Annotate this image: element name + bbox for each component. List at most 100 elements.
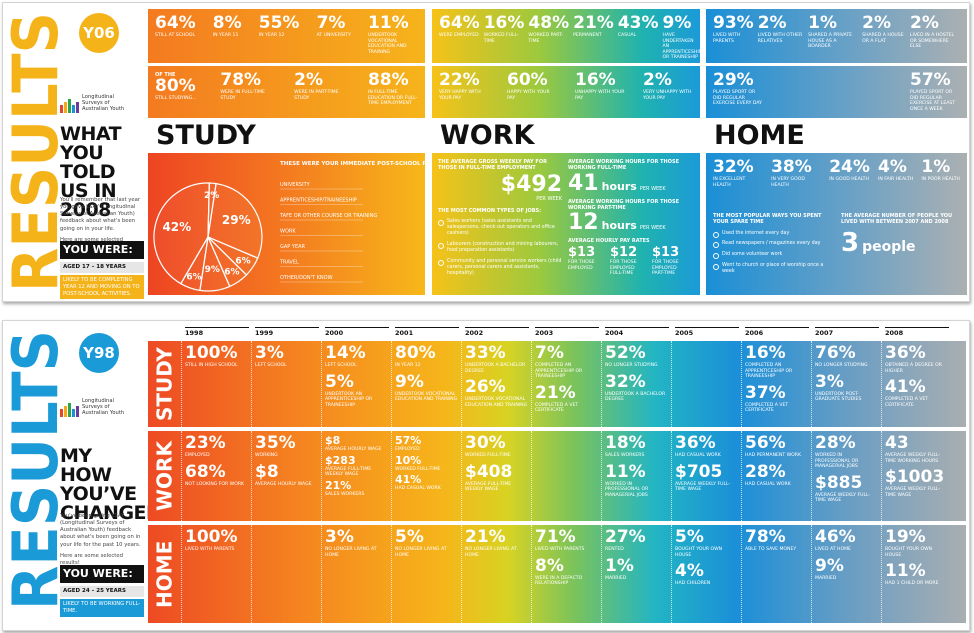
year-label: 1999 <box>255 327 319 337</box>
stat: 43% CASUAL <box>618 15 659 57</box>
banner: RESULTS <box>7 330 61 610</box>
timeline-cell: 43 AVERAGE WEEKLY FULL-TIME WORKING HOURS… <box>881 431 951 521</box>
stat-value: 9% <box>395 371 424 392</box>
stat-caption: LIVED WITH OTHER RELATIVES <box>757 33 803 44</box>
hours: 12 hours PER WEEK <box>568 212 694 234</box>
stat-caption: WORKED FULL-TIME <box>465 453 511 458</box>
stat: 9% HAVE UNDERTAKEN AN APPRENTICESHIP OR T… <box>663 15 702 61</box>
stat-value: 28% <box>745 461 786 482</box>
stat-value: 29% <box>713 70 754 90</box>
stat-caption: MARRIED <box>605 575 627 581</box>
spare-item: Went to church or place of worship once … <box>713 263 833 275</box>
year-label: 2001 <box>395 327 459 337</box>
slice-label: 6% <box>235 256 250 266</box>
stat-caption: AVERAGE HOURLY WAGE <box>325 447 382 452</box>
timeline-cell: 100% LIVED WITH PARENTS <box>181 525 251 623</box>
stat-caption: NO LONGER LIVING AT HOME <box>325 547 377 558</box>
stat: 24% IN GOOD HEALTH <box>829 159 870 188</box>
stat-value: 64% <box>439 13 480 33</box>
stat-caption: UNDERTOOK POST-GRADUATE STUDIES <box>815 391 862 403</box>
logo-icon <box>60 98 79 113</box>
logo-bar <box>72 408 75 417</box>
stat: 28% HAD CASUAL WORK <box>745 461 808 488</box>
stat-value: 36% <box>675 433 716 453</box>
timeline-row: HOME 100% LIVED WITH PARENTS 3% NO LONGER LI… <box>148 525 966 623</box>
legend-label: OTHER/DON'T KNOW <box>280 275 333 281</box>
stat-caption: UNDERTOOK A BACHELOR DEGREE <box>465 363 526 374</box>
stat-value: 10% <box>395 453 422 467</box>
side-heading: MY HOW YOU’VE CHANGED <box>60 445 162 524</box>
stat: $283 AVERAGE FULL-TIME WEEKLY WAGE <box>325 455 388 478</box>
year-label: 2005 <box>675 327 739 337</box>
y98-panel: RESULTS Y98 Longitudinal Surveys of Austra… <box>2 320 970 631</box>
stat-value: 55% <box>258 13 300 33</box>
stat-caption: IN GOOD HEALTH <box>829 177 869 182</box>
stat-caption: UNDERTOOK AN APPRENTICESHIP OR TRAINEESH… <box>325 391 373 408</box>
stat: $13 FOR THOSE EMPLOYED PART-TIME <box>652 246 688 277</box>
hours-title: AVERAGE WORKING HOURS FOR THOSE WORKING … <box>568 198 679 211</box>
hours: 41 hours PER WEEK <box>568 172 694 195</box>
stat-value: $13 <box>568 245 596 261</box>
stat-caption: UNDERTOOK VOCATIONAL EDUCATION AND TRAIN… <box>465 397 528 408</box>
stat-caption: NOT LOOKING FOR WORK <box>185 481 245 487</box>
stat: 16% WORKED FULL-TIME <box>484 15 525 57</box>
stat: 78% WERE IN FULL-TIME STUDY <box>220 72 270 112</box>
stat: 78% ABLE TO SAVE MONEY <box>745 529 808 553</box>
legend-label: GAP YEAR <box>280 244 306 250</box>
stat-caption: LIVED WITH PARENTS <box>535 547 585 552</box>
stat-caption: FOR THOSE EMPLOYED FULL-TIME <box>610 260 637 277</box>
stat-caption: NO LONGER STUDYING <box>815 363 868 368</box>
stat: 35% WORKING <box>255 435 318 459</box>
stat: 11% UNDERTOOK VOCATIONAL EDUCATION AND TR… <box>368 15 418 57</box>
stat-value: 46% <box>815 527 856 547</box>
stat: 100% STILL IN HIGH SCHOOL <box>185 345 248 369</box>
stat: 7% AT UNIVERSITY <box>317 15 351 57</box>
row-title: STUDY <box>152 347 177 421</box>
stat: 41% HAD CASUAL WORK <box>395 474 458 492</box>
pay-title: THE AVERAGE GROSS WEEKLY PAY FOR THOSE I… <box>438 159 547 172</box>
year-label: 2000 <box>325 327 389 337</box>
stat: 93% LIVED WITH PARENTS <box>713 15 754 57</box>
stat-value: 18% <box>605 433 646 453</box>
row-title: WORK <box>152 441 177 511</box>
stat-value: $8 <box>325 434 341 447</box>
pie-slice <box>207 182 263 259</box>
lived: THE AVERAGE NUMBER OF PEOPLE YOU LIVED W… <box>841 213 961 256</box>
stat-caption: HAD CHILDREN <box>675 581 711 586</box>
stat-value: 8% <box>212 13 242 33</box>
stat: 2% VERY UNHAPPY WITH YOUR PAY <box>643 72 693 112</box>
pay-value: $492 <box>500 171 562 197</box>
stat-caption: SALES WORKERS <box>605 453 645 458</box>
stat: 1% MARRIED <box>605 555 668 582</box>
stat-value: 38% <box>771 157 812 177</box>
stat-caption: PLAYED SPORT OR DID REGULAR EXERCISE AT … <box>910 90 956 112</box>
stat: 100% LIVED WITH PARENTS <box>185 529 248 553</box>
timeline-cell: $8 AVERAGE HOURLY WAGE $283 AVERAGE FULL-TI… <box>321 431 391 521</box>
stat-caption: IN YEAR 12 <box>258 33 285 38</box>
stat-caption: AVERAGE WEEKLY FULL-TIME WAGE <box>675 481 731 493</box>
stat-caption: OBTAINED A DEGREE OR HIGHER <box>885 363 942 374</box>
stat-caption: EMPLOYED <box>395 447 420 452</box>
stat-value: 80% <box>395 343 436 363</box>
stat-caption: IN POOR HEALTH <box>921 177 960 182</box>
stat-caption: CASUAL <box>617 33 637 38</box>
side-heading: WHAT YOU TOLD US IN 2008 <box>60 123 122 221</box>
logo: Longitudinal Surveys of Australian Youth <box>60 94 142 113</box>
stat-value: 2% <box>643 70 672 90</box>
timeline-cell: 36% OBTAINED A DEGREE OR HIGHER 41% COMPLET… <box>881 341 951 427</box>
job: Labourers (construction and mining labou… <box>438 242 562 254</box>
stat: 2% LIVED WITH OTHER RELATIVES <box>758 15 804 57</box>
timeline-cell: 100% STILL IN HIGH SCHOOL <box>181 341 251 427</box>
stat-value: $13 <box>652 245 680 261</box>
timeline-row: WORK 23% EMPLOYED 68% NOT LOOKING FOR WORK 35… <box>148 431 966 521</box>
stat-value: 24% <box>829 157 870 177</box>
stat-value: 1% <box>605 555 634 576</box>
stat: 18% SALES WORKERS <box>605 435 668 459</box>
stat-value: $283 <box>325 453 356 467</box>
stat-value: 7% <box>535 343 564 363</box>
stat-value: 16% <box>483 13 525 33</box>
stat: 10% WORKED FULL-TIME <box>395 455 458 473</box>
stat-caption: COMPLETED A VET CERTIFICATE <box>885 397 929 408</box>
rates-title: AVERAGE HOURLY PAY RATES <box>568 238 650 244</box>
